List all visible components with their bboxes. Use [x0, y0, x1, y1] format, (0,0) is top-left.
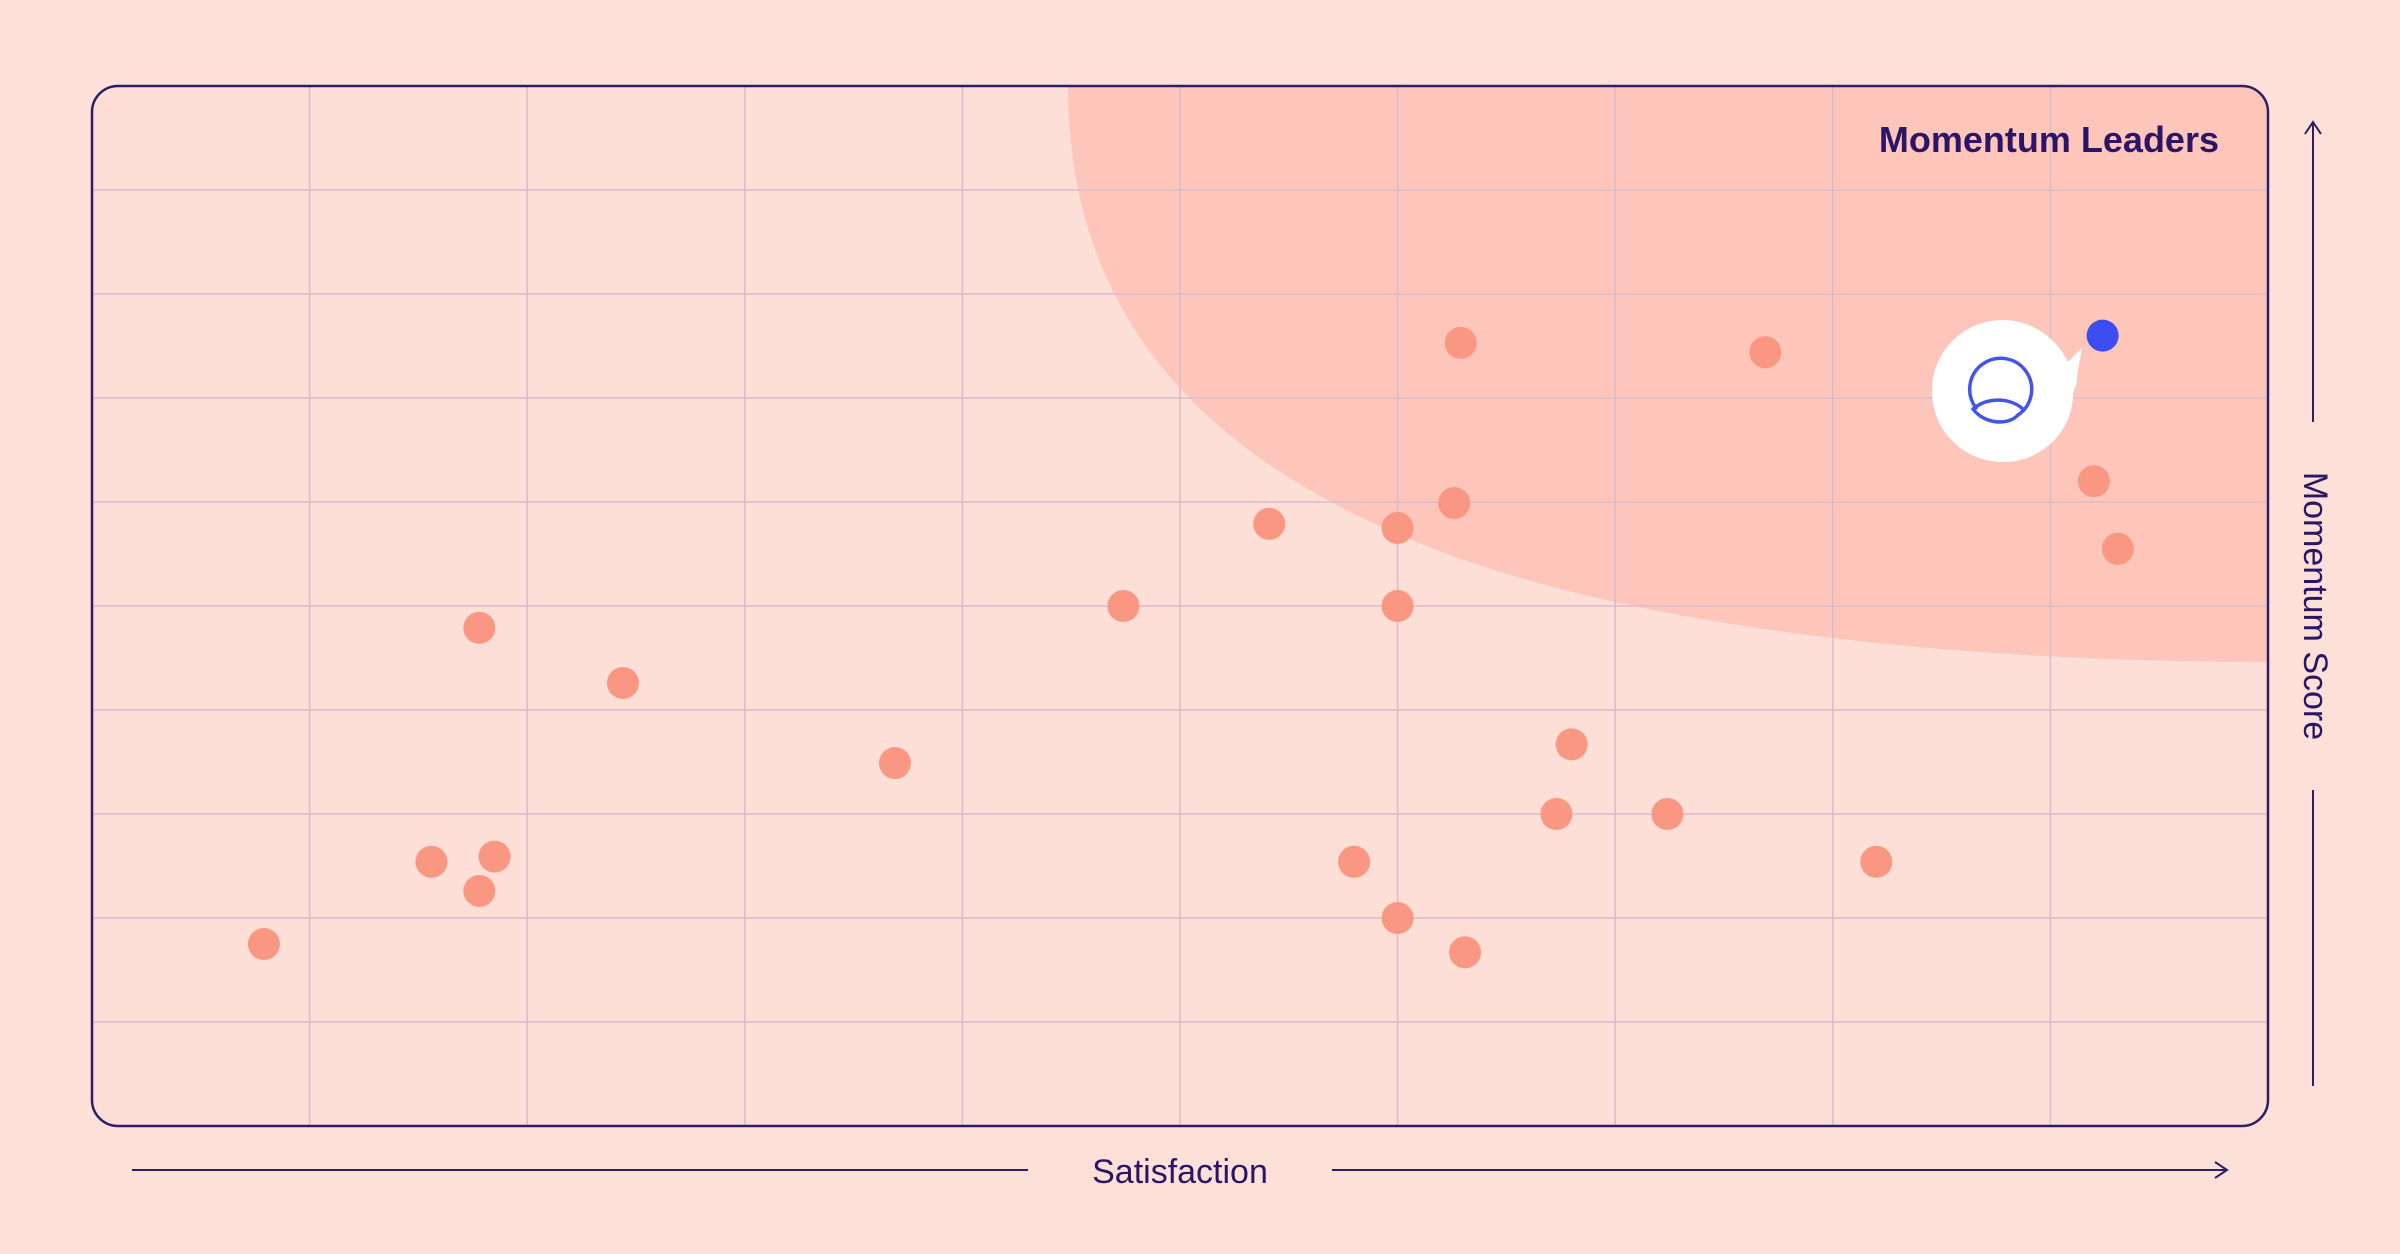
data-point [1860, 845, 1893, 878]
data-point [1438, 487, 1471, 520]
data-point [606, 666, 639, 699]
data-point [1107, 590, 1140, 622]
data-point [1555, 728, 1588, 761]
data-point [1540, 798, 1573, 830]
data-point [415, 845, 448, 878]
region-label: Momentum Leaders [1879, 119, 2219, 160]
y-axis: Momentum Score [2296, 120, 2334, 1086]
data-point [2101, 532, 2134, 565]
x-axis-label: Satisfaction [1092, 1153, 1268, 1191]
data-point [1253, 507, 1286, 540]
data-point [463, 874, 496, 907]
data-point [1381, 902, 1414, 934]
data-point [247, 928, 280, 960]
data-point [878, 747, 911, 780]
brand-logo-marker [1932, 320, 2082, 462]
data-point [1338, 845, 1371, 878]
plot-frame [90, 84, 2270, 1128]
highlight-data-point [2086, 319, 2119, 352]
y-axis-label: Momentum Score [2296, 472, 2334, 740]
data-point [478, 840, 511, 873]
data-point [1749, 336, 1782, 369]
data-point [1449, 936, 1482, 969]
data-point [1381, 590, 1414, 622]
grid-lines [92, 86, 2268, 1126]
y-axis-arrow-icon [2304, 120, 2322, 135]
brand-logo-icon [1967, 356, 2034, 424]
data-point [2077, 465, 2110, 498]
data-point [463, 611, 496, 644]
momentum-leaders-zone [1068, 86, 2268, 662]
data-point [1651, 798, 1684, 830]
data-points [247, 319, 2134, 969]
logo-bubble [1932, 320, 2082, 462]
x-axis: Satisfaction [132, 1153, 2229, 1191]
data-point [1444, 326, 1477, 359]
data-point [1381, 512, 1414, 544]
x-axis-arrow-icon [2214, 1161, 2229, 1179]
